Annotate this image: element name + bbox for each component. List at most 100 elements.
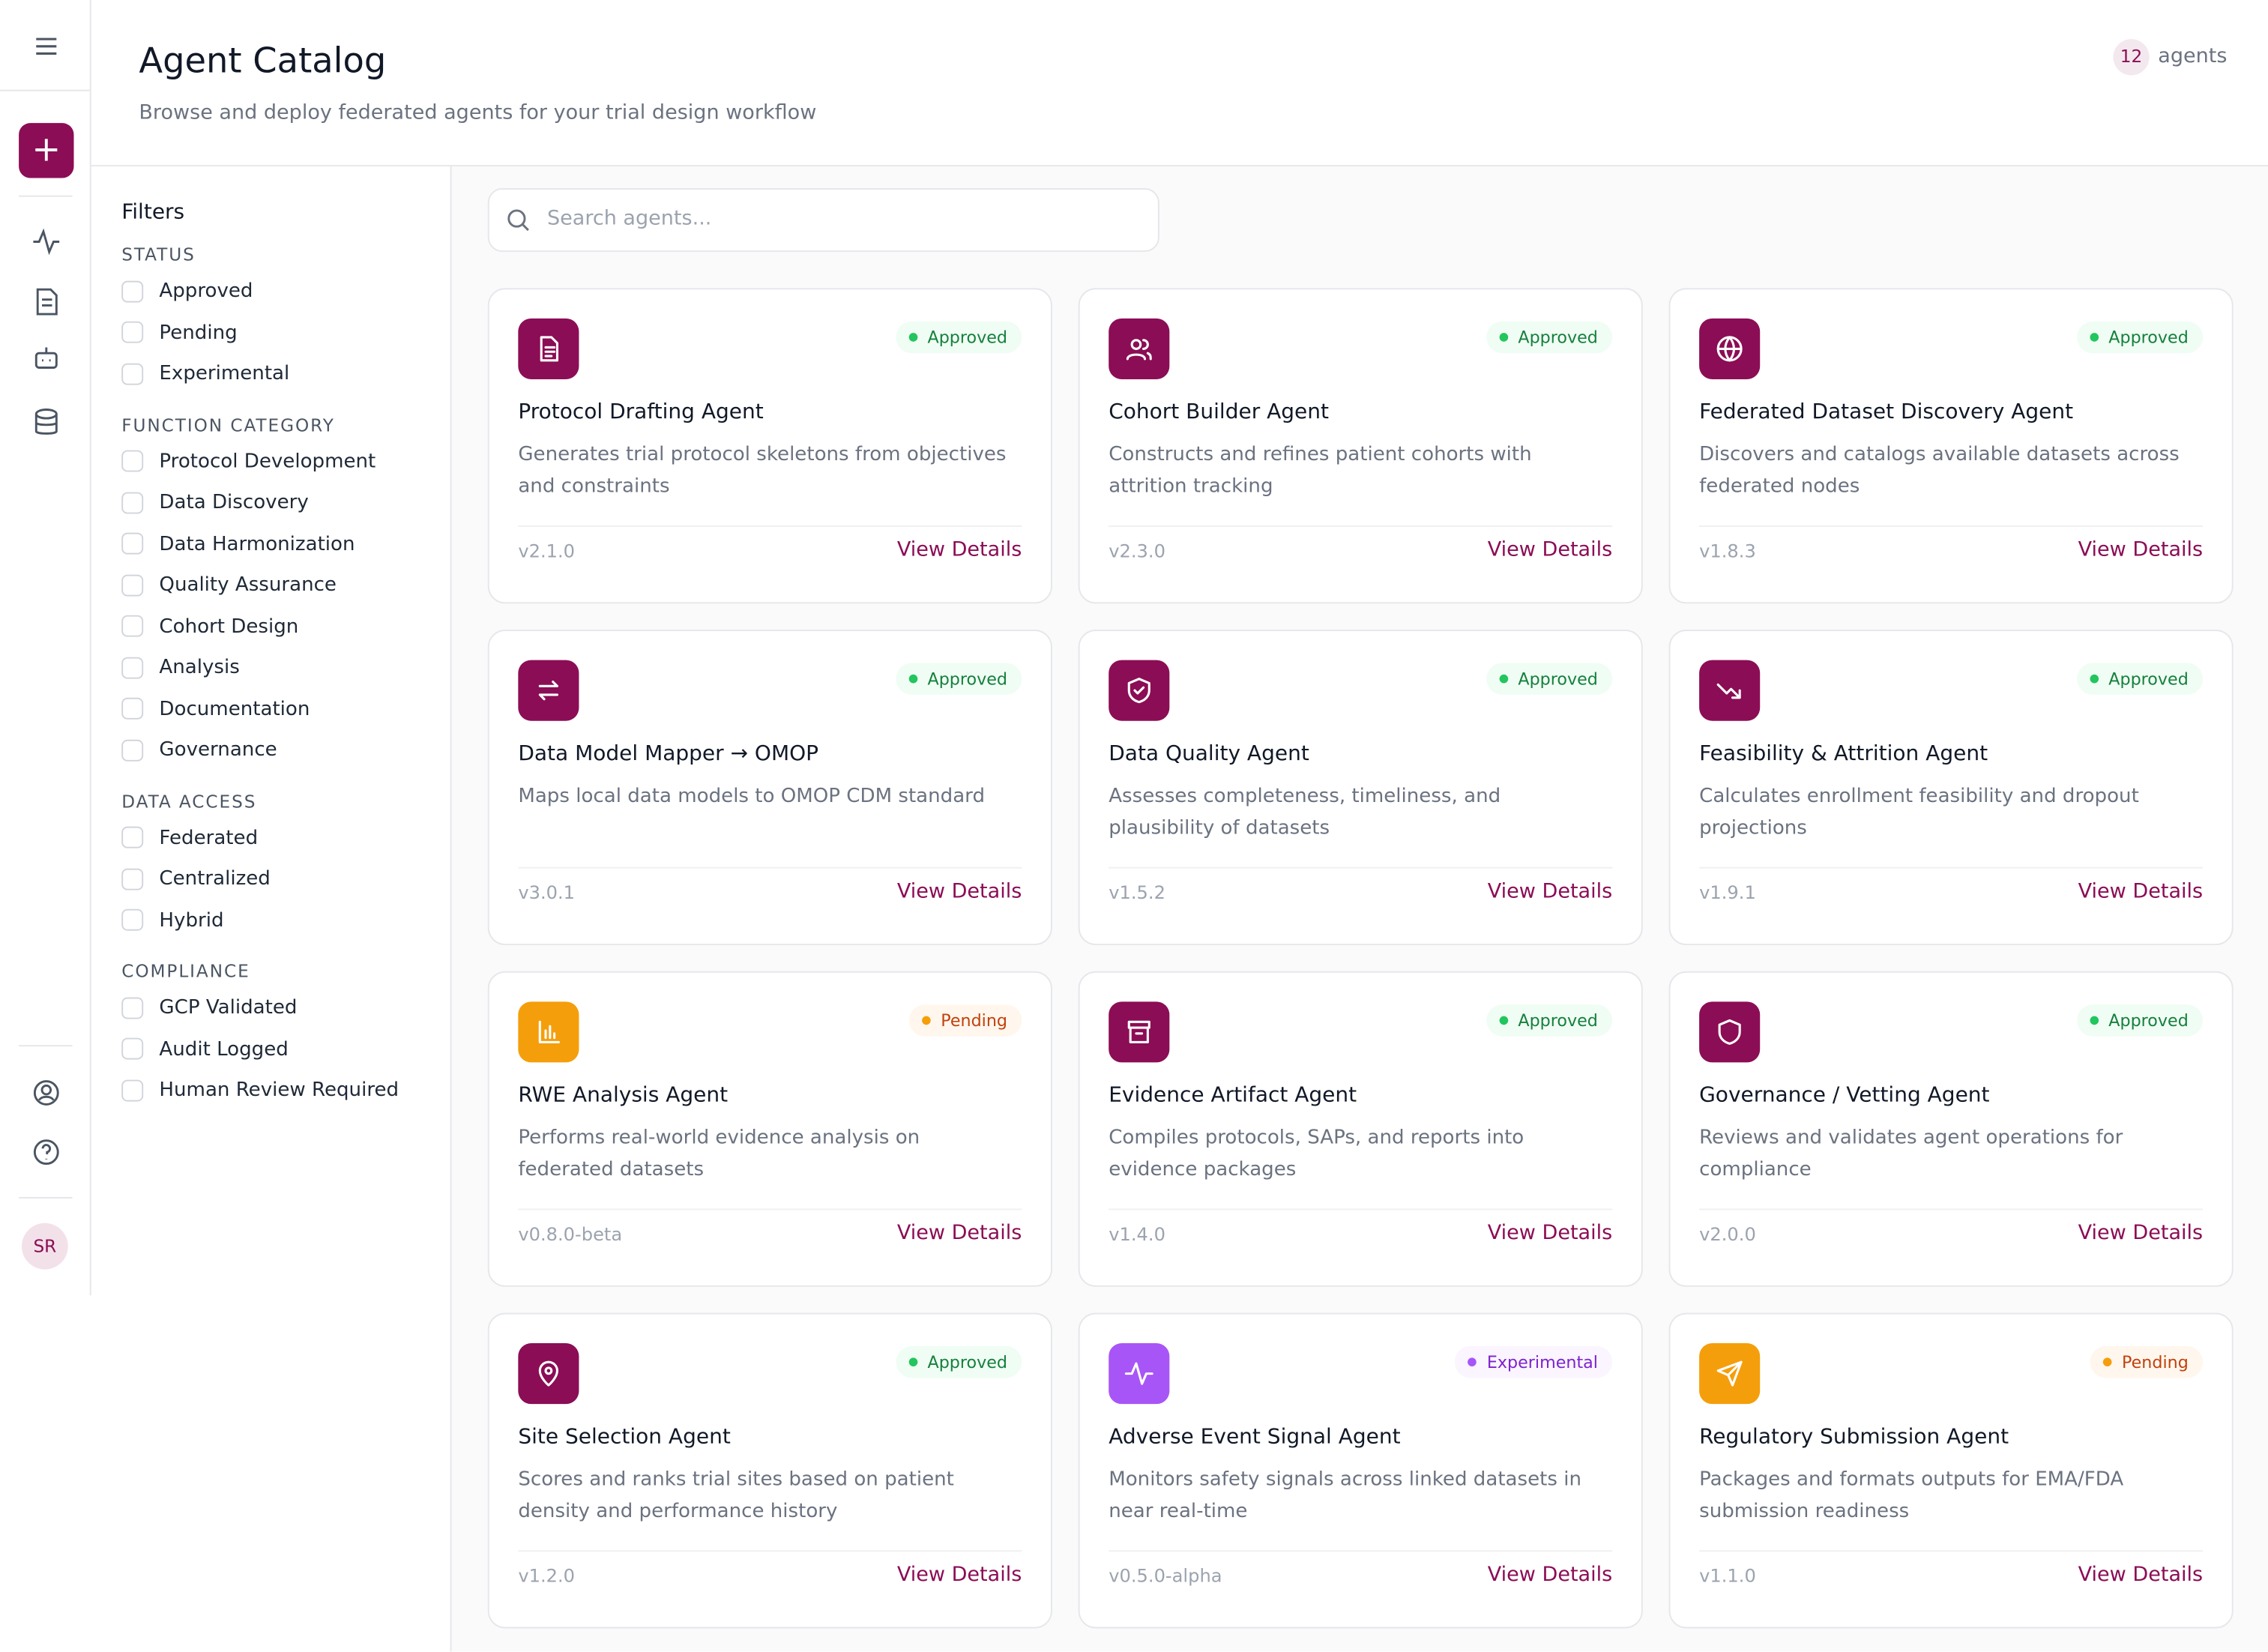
filter-option[interactable]: Documentation: [121, 688, 440, 729]
divider: [518, 866, 1022, 869]
agent-icon: [1109, 660, 1170, 721]
divider: [19, 1045, 73, 1047]
checkbox[interactable]: [121, 867, 144, 890]
agent-icon: [1699, 660, 1761, 721]
new-button[interactable]: +: [19, 123, 74, 178]
view-details-link[interactable]: View Details: [2078, 1563, 2204, 1587]
divider: [1109, 1550, 1613, 1552]
agent-version: v0.8.0-beta: [518, 1223, 623, 1245]
checkbox[interactable]: [121, 738, 144, 761]
view-details-link[interactable]: View Details: [1487, 880, 1613, 904]
filter-option[interactable]: Centralized: [121, 858, 440, 899]
filter-option[interactable]: Human Review Required: [121, 1070, 440, 1111]
catalog: Search agents... Approved Protocol Drafti…: [451, 166, 2268, 1652]
checkbox[interactable]: [121, 1079, 144, 1101]
view-details-link[interactable]: View Details: [896, 1221, 1022, 1245]
agent-version: v2.0.0: [1699, 1223, 1756, 1245]
avatar[interactable]: SR: [21, 1223, 68, 1270]
checkbox[interactable]: [121, 491, 144, 513]
view-details-link[interactable]: View Details: [896, 880, 1022, 904]
filter-option[interactable]: Data Discovery: [121, 482, 440, 523]
view-details-link[interactable]: View Details: [2078, 880, 2204, 904]
checkbox[interactable]: [121, 321, 144, 343]
checkbox[interactable]: [121, 656, 144, 678]
agent-card: Approved Cohort Builder Agent Constructs a…: [1078, 288, 1643, 604]
nav-icons[interactable]: [31, 227, 61, 459]
option-label: Quality Assurance: [159, 573, 337, 597]
agent-card: Pending Regulatory Submission Agent Packag…: [1668, 1312, 2234, 1629]
option-label: Pending: [159, 320, 238, 344]
status-dot: [1499, 673, 1508, 683]
agent-name: Federated Dataset Discovery Agent: [1699, 400, 2074, 424]
status-badge: Approved: [2076, 663, 2204, 695]
divider: [518, 1208, 1022, 1211]
option-label: Federated: [159, 825, 259, 849]
filter-option[interactable]: Pending: [121, 312, 440, 353]
filter-option[interactable]: Approved: [121, 271, 440, 312]
status-badge: Approved: [1486, 321, 1613, 354]
icon-glyph: [1127, 678, 1150, 704]
filter-option[interactable]: GCP Validated: [121, 987, 440, 1028]
divider: [1109, 866, 1613, 869]
agent-card: Experimental Adverse Event Signal Agent Mo…: [1078, 1312, 1643, 1629]
agent-card: Approved Feasibility & Attrition Agent Cal…: [1668, 630, 2234, 946]
divider: [518, 525, 1022, 527]
icon-glyph: [540, 336, 559, 362]
status-badge: Approved: [1486, 663, 1613, 695]
checkbox[interactable]: [121, 1037, 144, 1060]
checkbox[interactable]: [121, 450, 144, 472]
agent-name: Adverse Event Signal Agent: [1109, 1426, 1401, 1450]
filter-option[interactable]: Data Harmonization: [121, 523, 440, 564]
status-text: Approved: [1518, 669, 1598, 690]
checkbox[interactable]: [121, 908, 144, 931]
view-details-link[interactable]: View Details: [896, 1563, 1022, 1587]
checkbox[interactable]: [121, 573, 144, 596]
agent-icon: [1109, 1343, 1170, 1405]
agent-version: v2.3.0: [1109, 540, 1165, 562]
search-box[interactable]: Search agents...: [487, 188, 1159, 253]
agent-card: Approved Evidence Artifact Agent Compiles …: [1078, 971, 1643, 1287]
checkbox[interactable]: [121, 615, 144, 637]
agent-card: Approved Governance / Vetting Agent Review…: [1668, 971, 2234, 1287]
filter-option[interactable]: Hybrid: [121, 899, 440, 941]
view-details-link[interactable]: View Details: [2078, 1221, 2204, 1245]
filter-option[interactable]: Protocol Development: [121, 441, 440, 482]
option-label: Audit Logged: [159, 1037, 289, 1061]
agent-description: Scores and ranks trial sites based on pa…: [518, 1468, 954, 1523]
agent-name: Site Selection Agent: [518, 1426, 731, 1450]
agent-count-label: agents: [2158, 44, 2228, 68]
checkbox[interactable]: [121, 697, 144, 720]
view-details-link[interactable]: View Details: [2078, 538, 2204, 562]
view-details-link[interactable]: View Details: [896, 538, 1022, 562]
filter-option[interactable]: Audit Logged: [121, 1028, 440, 1070]
agent-description: Calculates enrollment feasibility and dr…: [1699, 784, 2139, 840]
account-icons[interactable]: [31, 1079, 61, 1169]
filter-option[interactable]: Experimental: [121, 353, 440, 394]
option-label: Cohort Design: [159, 614, 299, 638]
agent-name: Regulatory Submission Agent: [1699, 1426, 2009, 1450]
view-details-link[interactable]: View Details: [1487, 538, 1613, 562]
checkbox[interactable]: [121, 532, 144, 555]
checkbox[interactable]: [121, 280, 144, 302]
filter-option[interactable]: Analysis: [121, 647, 440, 688]
option-label: Experimental: [159, 361, 290, 385]
checkbox[interactable]: [121, 826, 144, 848]
filter-option[interactable]: Federated: [121, 817, 440, 858]
agent-description: Assesses completeness, timeliness, and p…: [1109, 784, 1501, 840]
icon-glyph: [538, 1360, 559, 1387]
filter-option[interactable]: Cohort Design: [121, 606, 440, 647]
view-details-link[interactable]: View Details: [1487, 1563, 1613, 1587]
view-details-link[interactable]: View Details: [1487, 1221, 1613, 1245]
status-dot: [1499, 1015, 1508, 1025]
agent-card: Approved Protocol Drafting Agent Generates…: [487, 288, 1052, 604]
status-dot: [908, 673, 917, 683]
filter-groups: STATUS Approved Pending Experimental FUNCTIO…: [121, 244, 440, 1111]
checkbox[interactable]: [121, 362, 144, 385]
status-badge: Approved: [2076, 1004, 2204, 1037]
menu-button[interactable]: [34, 36, 58, 56]
status-badge: Approved: [896, 321, 1022, 354]
checkbox[interactable]: [121, 996, 144, 1019]
filter-option[interactable]: Quality Assurance: [121, 564, 440, 606]
filter-option[interactable]: Governance: [121, 729, 440, 771]
filter-panel: Filters STATUS Approved Pending Experimenta…: [91, 166, 452, 1652]
